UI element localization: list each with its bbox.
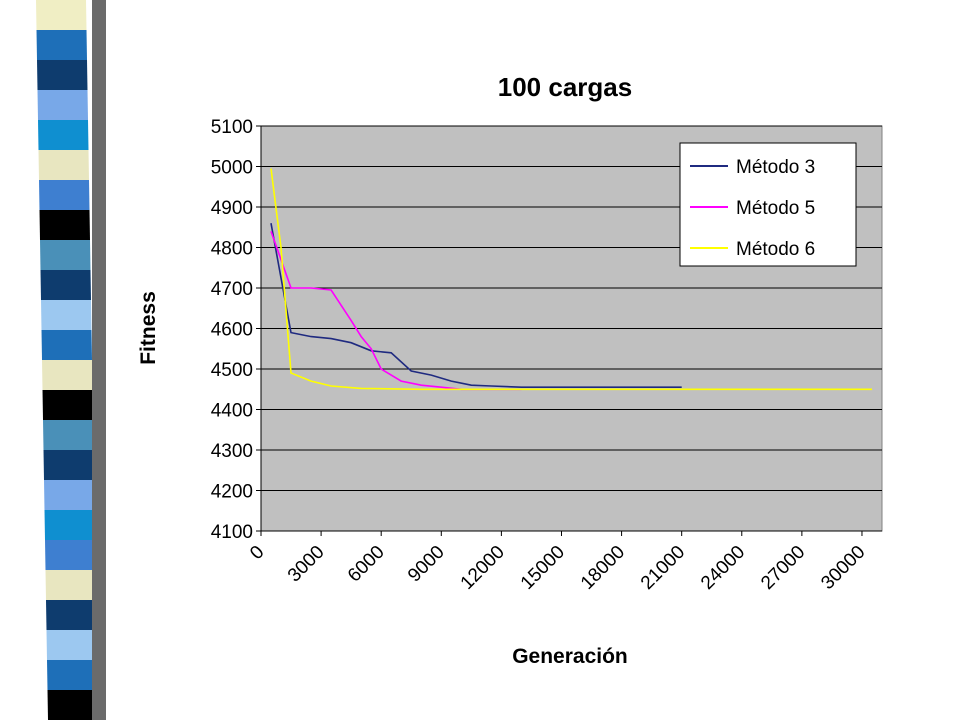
stripe-block — [36, 0, 87, 30]
stripe-block — [36, 30, 87, 60]
x-tick-label: 18000 — [577, 542, 629, 594]
stripe-block — [44, 510, 95, 540]
legend-box — [679, 142, 857, 267]
stripe-block — [47, 660, 98, 690]
y-tick-label: 5000 — [211, 158, 253, 179]
stripe-block — [43, 420, 94, 450]
y-tick-label: 4100 — [211, 522, 253, 543]
stripe-block — [39, 180, 90, 210]
stripe-block — [38, 120, 89, 150]
stripe-block — [47, 690, 98, 720]
stripe-block — [38, 150, 89, 180]
stripe-block — [43, 450, 94, 480]
stripe-block — [39, 210, 90, 240]
x-tick-label: 24000 — [697, 542, 749, 594]
stripe-block — [46, 630, 97, 660]
stripe-block — [44, 480, 95, 510]
stripe-block — [42, 360, 93, 390]
y-axis: 4100 4200 4300 4400 4500 4600 4700 4800 4900 5000… — [211, 117, 261, 543]
stripe-block — [45, 570, 96, 600]
y-tick-label: 5100 — [211, 117, 253, 138]
stripe-block — [41, 330, 92, 360]
x-tick-label: 27000 — [757, 542, 809, 594]
legend-label: Método 5 — [736, 198, 815, 219]
stripe-block — [42, 390, 93, 420]
series-lines — [270, 168, 872, 391]
chart-title: 100 cargas — [498, 72, 632, 102]
x-tick-label: 6000 — [344, 542, 389, 587]
legend-label: Método 6 — [736, 239, 815, 260]
legend: Método 3 Método 5 Método 6 — [679, 142, 857, 267]
y-tick-label: 4200 — [211, 482, 253, 503]
y-tick-label: 4300 — [211, 441, 253, 462]
x-tick-label: 21000 — [637, 542, 689, 594]
series-line-3 — [270, 168, 872, 391]
stripe-block — [45, 540, 96, 570]
stripe-shadow — [92, 0, 106, 720]
y-tick-label: 4500 — [211, 360, 253, 381]
y-tick-label: 4900 — [211, 198, 253, 219]
series-line-1 — [270, 223, 682, 389]
x-tick-label: 12000 — [457, 542, 509, 594]
y-tick-label: 4600 — [211, 320, 253, 341]
legend-label: Método 3 — [736, 157, 815, 178]
stripe-block — [46, 600, 97, 630]
x-tick-label: 0 — [246, 542, 268, 564]
x-tick-label: 9000 — [404, 542, 449, 587]
x-tick-label: 3000 — [284, 542, 329, 587]
stripe-block — [41, 300, 92, 330]
y-tick-label: 4400 — [211, 401, 253, 422]
y-tick-label: 4800 — [211, 239, 253, 260]
stripe-block — [40, 270, 91, 300]
decorative-stripe-border — [36, 0, 106, 720]
stripe-block — [37, 60, 88, 90]
stripe-block — [40, 240, 91, 270]
x-tick-label: 30000 — [817, 542, 869, 594]
y-tick-label: 4700 — [211, 279, 253, 300]
x-tick-label: 15000 — [517, 542, 569, 594]
stripe-block — [37, 90, 88, 120]
x-axis-title: Generación — [512, 645, 628, 668]
y-axis-title: Fitness — [137, 291, 160, 365]
